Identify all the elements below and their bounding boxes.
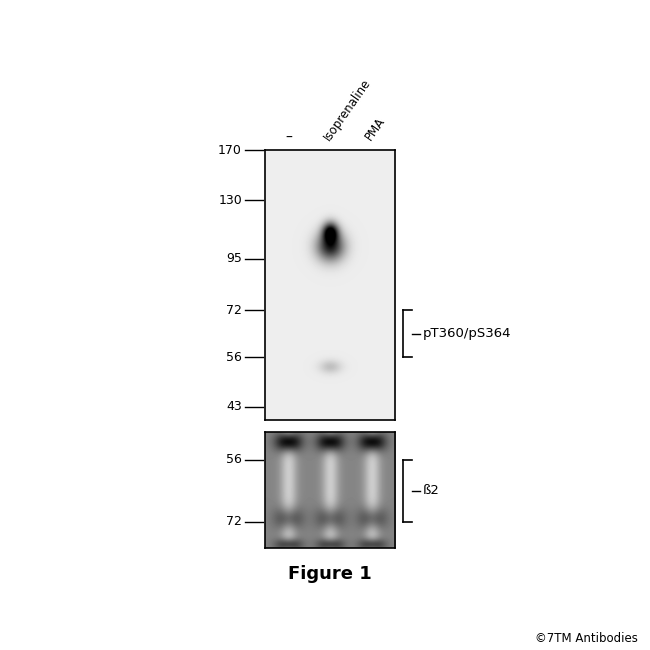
Text: 56: 56 bbox=[226, 351, 242, 364]
Text: ß2: ß2 bbox=[423, 484, 440, 497]
Text: 43: 43 bbox=[226, 400, 242, 413]
Text: ©7TM Antibodies: ©7TM Antibodies bbox=[535, 632, 638, 645]
Text: Isoprenaline: Isoprenaline bbox=[321, 76, 374, 143]
Text: 170: 170 bbox=[218, 144, 242, 157]
Text: 72: 72 bbox=[226, 304, 242, 317]
Text: 72: 72 bbox=[226, 515, 242, 528]
Text: pT360/pS364: pT360/pS364 bbox=[423, 327, 512, 340]
Text: 130: 130 bbox=[218, 194, 242, 207]
Text: PMA: PMA bbox=[363, 115, 388, 143]
Text: Figure 1: Figure 1 bbox=[288, 565, 372, 583]
Text: 56: 56 bbox=[226, 454, 242, 467]
Text: 95: 95 bbox=[226, 252, 242, 265]
Text: –: – bbox=[285, 131, 292, 145]
